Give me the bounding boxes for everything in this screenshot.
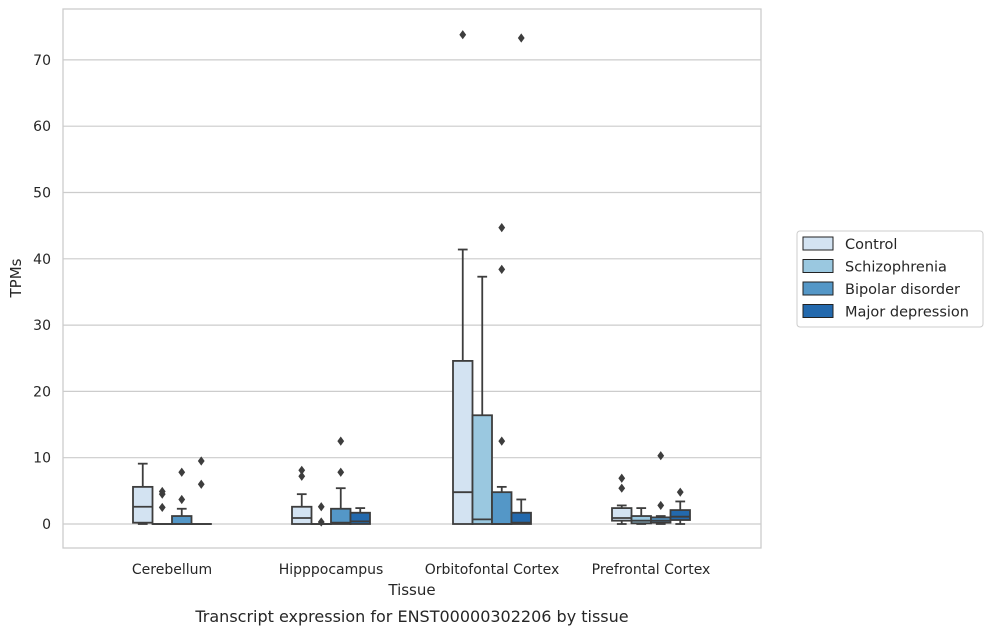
box-hipppocampus-major-depression xyxy=(349,507,371,525)
outlier-point xyxy=(197,479,205,489)
y-tick-label-10: 10 xyxy=(33,451,51,467)
legend-swatch xyxy=(802,236,834,251)
box-body xyxy=(510,511,532,525)
box-body xyxy=(349,511,371,525)
legend-frame xyxy=(796,230,984,328)
outlier-point xyxy=(498,223,506,233)
legend-item-schizophrenia: Schizophrenia xyxy=(802,259,947,276)
box-hipppocampus-schizophrenia xyxy=(310,502,332,527)
plot-area-frame xyxy=(62,8,762,549)
legend: Control Schizophrenia Bipolar disorder Majo… xyxy=(796,230,984,328)
legend-label: Major depression xyxy=(845,305,969,321)
box-series xyxy=(132,30,691,527)
legend-label: Schizophrenia xyxy=(845,260,947,276)
y-tick-label-60: 60 xyxy=(33,119,51,135)
box-orbitofontal-cortex-major-depression xyxy=(510,33,532,525)
x-axis-label: Tissue xyxy=(387,581,435,599)
y-axis-label: TPMs xyxy=(7,258,25,298)
box-cerebellum-control xyxy=(132,462,154,525)
box-body xyxy=(291,505,313,525)
series-schizophrenia xyxy=(151,275,652,527)
outlier-point xyxy=(459,30,467,40)
outlier-point xyxy=(197,456,205,466)
outlier-point xyxy=(298,465,306,475)
box-body xyxy=(471,414,493,525)
box-cerebellum-major-depression xyxy=(190,456,212,525)
outlier-point xyxy=(178,467,186,477)
box-prefrontal-cortex-schizophrenia xyxy=(630,507,652,525)
chart-caption: Transcript expression for ENST0000030220… xyxy=(194,607,628,626)
legend-item-bipolar-disorder: Bipolar disorder xyxy=(802,281,960,298)
box-prefrontal-cortex-control xyxy=(611,473,633,525)
box-body xyxy=(669,509,691,521)
box-hipppocampus-bipolar-disorder xyxy=(330,436,352,525)
x-tick-label-orbitofontal-cortex: Orbitofontal Cortex xyxy=(425,562,560,578)
outlier-point xyxy=(158,486,166,497)
outlier-point xyxy=(498,436,506,446)
y-tick-label-70: 70 xyxy=(33,53,51,69)
outlier-point xyxy=(498,264,506,275)
legend-item-control: Control xyxy=(802,236,897,253)
outlier-point xyxy=(517,33,525,43)
outlier-point xyxy=(158,502,166,513)
outlier-point xyxy=(337,467,345,477)
box-cerebellum-schizophrenia xyxy=(151,486,173,525)
outlier-point xyxy=(618,473,626,483)
box-body xyxy=(630,515,652,525)
box-orbitofontal-cortex-bipolar-disorder xyxy=(491,223,513,525)
legend-label: Control xyxy=(845,237,897,253)
box-orbitofontal-cortex-control xyxy=(452,30,474,525)
box-body xyxy=(452,360,474,525)
series-major-depression xyxy=(190,33,691,525)
y-tick-label-30: 30 xyxy=(33,318,51,334)
series-control xyxy=(132,30,633,525)
outlier-point xyxy=(676,487,684,497)
box-orbitofontal-cortex-schizophrenia xyxy=(471,275,493,525)
box-hipppocampus-control xyxy=(291,465,313,525)
grid-lines xyxy=(63,59,761,525)
box-body xyxy=(171,515,193,525)
legend-swatch xyxy=(802,259,834,273)
legend-swatch xyxy=(802,304,834,318)
y-tick-label-0: 0 xyxy=(42,517,51,533)
box-body xyxy=(330,507,352,525)
legend-item-major-depression: Major depression xyxy=(802,304,969,321)
legend-swatch xyxy=(802,281,834,296)
outlier-point xyxy=(618,483,626,493)
x-tick-label-hipppocampus: Hipppocampus xyxy=(279,562,384,578)
outlier-point xyxy=(657,500,665,511)
box-prefrontal-cortex-major-depression xyxy=(669,487,691,525)
series-bipolar-disorder xyxy=(171,223,672,525)
y-tick-label-50: 50 xyxy=(33,186,51,202)
y-axis-ticks: 0 10 20 30 40 50 60 70 xyxy=(33,53,51,533)
outlier-point xyxy=(317,502,325,512)
x-axis-ticks: Cerebellum Hipppocampus Orbitofontal Corte… xyxy=(132,562,710,578)
x-tick-label-prefrontal-cortex: Prefrontal Cortex xyxy=(592,562,711,578)
box-body xyxy=(132,485,154,524)
box-cerebellum-bipolar-disorder xyxy=(171,467,193,525)
legend-label: Bipolar disorder xyxy=(845,282,960,298)
outlier-point xyxy=(298,471,306,481)
y-tick-label-20: 20 xyxy=(33,384,51,400)
outlier-point xyxy=(178,494,186,505)
box-body xyxy=(491,491,513,525)
box-prefrontal-cortex-bipolar-disorder xyxy=(650,451,672,525)
y-tick-label-40: 40 xyxy=(33,252,51,268)
outlier-point xyxy=(317,517,325,527)
x-tick-label-cerebellum: Cerebellum xyxy=(132,562,212,578)
outlier-point xyxy=(657,451,665,461)
outlier-point xyxy=(337,436,345,446)
